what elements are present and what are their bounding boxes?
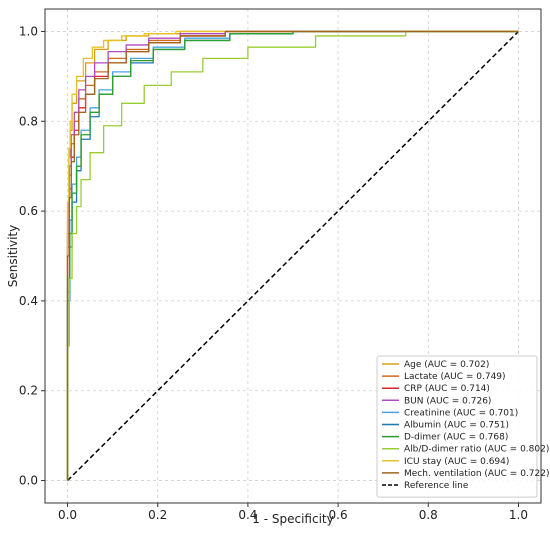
reference-layer [67, 30, 519, 482]
y-tick-label: 0.6 [19, 204, 38, 218]
y-axis-label: Sensitivity [6, 225, 20, 287]
x-tick-label: 0.4 [238, 508, 257, 522]
legend-label: BUN (AUC = 0.726) [404, 396, 491, 406]
legend-label: D-dimer (AUC = 0.768) [404, 433, 508, 443]
legend-label: Albumin (AUC = 0.751) [404, 421, 509, 431]
x-tick-label: 0.2 [148, 508, 167, 522]
legend-box [376, 355, 538, 498]
roc-curve-8 [66, 30, 519, 481]
legend-label: Lactate (AUC = 0.749) [404, 372, 506, 382]
legend-label: CRP (AUC = 0.714) [404, 384, 490, 394]
x-axis: 0.0 0.2 0.4 0.6 0.8 1.0 [58, 503, 528, 522]
x-tick-label: 0.6 [329, 508, 348, 522]
legend-label: ICU stay (AUC = 0.694) [404, 457, 509, 467]
y-axis: 0.0 0.2 0.4 0.6 0.8 1.0 [19, 24, 45, 488]
y-tick-label: 0.8 [19, 114, 38, 128]
x-tick-label: 0.8 [419, 508, 438, 522]
x-tick-label: 0.0 [58, 508, 77, 522]
legend-label: Reference line [404, 481, 469, 491]
y-tick-label: 0.4 [19, 294, 38, 308]
legend-label: Mech. ventilation (AUC = 0.722) [404, 469, 549, 479]
series-layer [66, 30, 519, 481]
y-tick-label: 0.2 [19, 384, 38, 398]
legend-label: Creatinine (AUC = 0.701) [404, 408, 518, 418]
roc-curve-7 [66, 30, 519, 481]
legend-label: Age (AUC = 0.702) [404, 360, 489, 370]
roc-curve-3 [66, 30, 519, 481]
roc-curve-9 [66, 30, 519, 481]
x-axis-label: 1 - Specificity [252, 512, 333, 526]
plot-frame [44, 8, 542, 504]
reference-line [67, 30, 519, 482]
roc-curve-6 [66, 30, 519, 481]
x-tick-label: 1.0 [509, 508, 528, 522]
y-tick-label: 1.0 [19, 24, 38, 38]
legend-label: Alb/D-dimer ratio (AUC = 0.802) [404, 445, 549, 455]
y-tick-label: 0.0 [19, 474, 38, 488]
legend: Age (AUC = 0.702) Lactate (AUC = 0.749) CR… [376, 355, 549, 498]
